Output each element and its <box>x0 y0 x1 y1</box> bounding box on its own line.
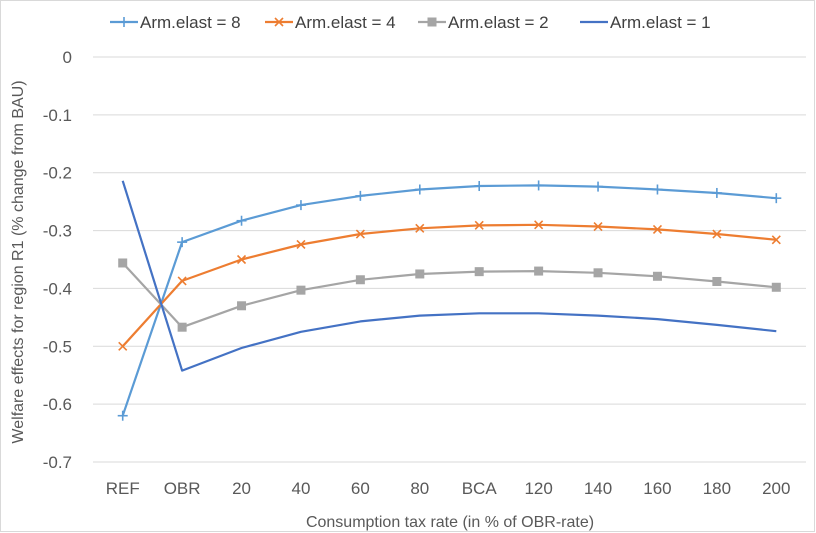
series-line <box>121 180 777 372</box>
x-tick-label: OBR <box>164 479 201 498</box>
y-tick-label: -0.4 <box>43 279 72 298</box>
data-point <box>711 187 722 198</box>
data-point <box>415 269 425 279</box>
x-tick-label: 140 <box>584 479 612 498</box>
data-point <box>593 221 603 232</box>
legend-label: Arm.elast = 1 <box>610 13 711 32</box>
data-point <box>474 220 484 230</box>
data-point <box>237 301 247 311</box>
data-point <box>177 237 188 248</box>
data-point <box>652 184 663 195</box>
data-point <box>427 17 437 27</box>
legend-marker <box>274 17 284 27</box>
legend-item: Arm.elast = 4 <box>265 13 396 32</box>
series-line <box>121 223 777 348</box>
data-series <box>117 180 782 421</box>
y-tick-label: -0.1 <box>43 106 72 125</box>
legend-item: Arm.elast = 1 <box>580 13 711 32</box>
data-point <box>236 215 247 226</box>
data-point <box>771 282 781 292</box>
y-axis-title: Welfare effects for region R1 (% change … <box>10 80 27 443</box>
data-point <box>593 181 604 192</box>
series <box>121 180 777 372</box>
series <box>117 180 782 421</box>
data-point <box>355 190 366 201</box>
series-line <box>121 262 777 329</box>
data-point <box>712 276 722 286</box>
x-tick-label: 20 <box>232 479 251 498</box>
x-tick-label: 60 <box>351 479 370 498</box>
x-tick-label: 80 <box>410 479 429 498</box>
x-tick-label: 40 <box>291 479 310 498</box>
data-point <box>771 193 782 204</box>
x-tick-label: BCA <box>462 479 498 498</box>
series-line <box>121 184 777 417</box>
legend-marker <box>427 17 437 27</box>
legend-label: Arm.elast = 8 <box>140 13 241 32</box>
series <box>118 220 781 351</box>
x-tick-label: 180 <box>703 479 731 498</box>
data-point <box>119 17 129 27</box>
legend-item: Arm.elast = 8 <box>110 13 241 32</box>
data-point <box>355 275 365 285</box>
legend-marker <box>119 17 129 27</box>
data-point <box>474 267 484 277</box>
y-axis-tick-labels: 0 -0.1 -0.2 -0.3 -0.4 -0.5 -0.6 -0.7 <box>43 48 72 472</box>
data-point <box>295 200 306 211</box>
data-point <box>771 235 781 245</box>
data-point <box>118 258 128 268</box>
data-point <box>118 341 128 351</box>
legend-item: Arm.elast = 2 <box>418 13 549 32</box>
data-point <box>474 181 485 192</box>
data-point <box>296 239 306 250</box>
series <box>118 258 781 332</box>
legend-label: Arm.elast = 4 <box>295 13 396 32</box>
data-point <box>415 223 425 233</box>
y-tick-label: -0.5 <box>43 337 72 356</box>
y-tick-label: -0.7 <box>43 453 72 472</box>
x-axis-tick-labels: REF OBR 20 40 60 80 BCA 120 140 160 180 200 <box>106 479 791 498</box>
y-tick-label: -0.6 <box>43 395 72 414</box>
legend: Arm.elast = 8 Arm.elast = 4 Arm.elast = … <box>110 13 711 32</box>
x-tick-label: 120 <box>524 479 552 498</box>
y-tick-label: 0 <box>63 48 72 67</box>
data-point <box>593 268 603 278</box>
legend-label: Arm.elast = 2 <box>448 13 549 32</box>
data-point <box>177 276 187 286</box>
data-point <box>712 229 722 239</box>
data-point <box>652 224 663 234</box>
data-point <box>236 254 247 265</box>
data-point <box>652 271 662 281</box>
data-point <box>534 220 544 230</box>
data-point <box>355 229 365 239</box>
x-tick-label: REF <box>106 479 140 498</box>
data-point <box>296 285 306 295</box>
data-point <box>534 266 544 276</box>
x-tick-label: 160 <box>643 479 671 498</box>
y-tick-label: -0.3 <box>43 222 72 241</box>
data-point <box>117 410 128 421</box>
gridlines <box>93 56 806 463</box>
x-tick-label: 200 <box>762 479 790 498</box>
data-point <box>177 322 187 332</box>
y-tick-label: -0.2 <box>43 164 72 183</box>
data-point <box>274 17 284 27</box>
data-point <box>533 180 544 191</box>
data-point <box>414 184 425 195</box>
x-axis-title: Consumption tax rate (in % of OBR-rate) <box>306 514 594 531</box>
